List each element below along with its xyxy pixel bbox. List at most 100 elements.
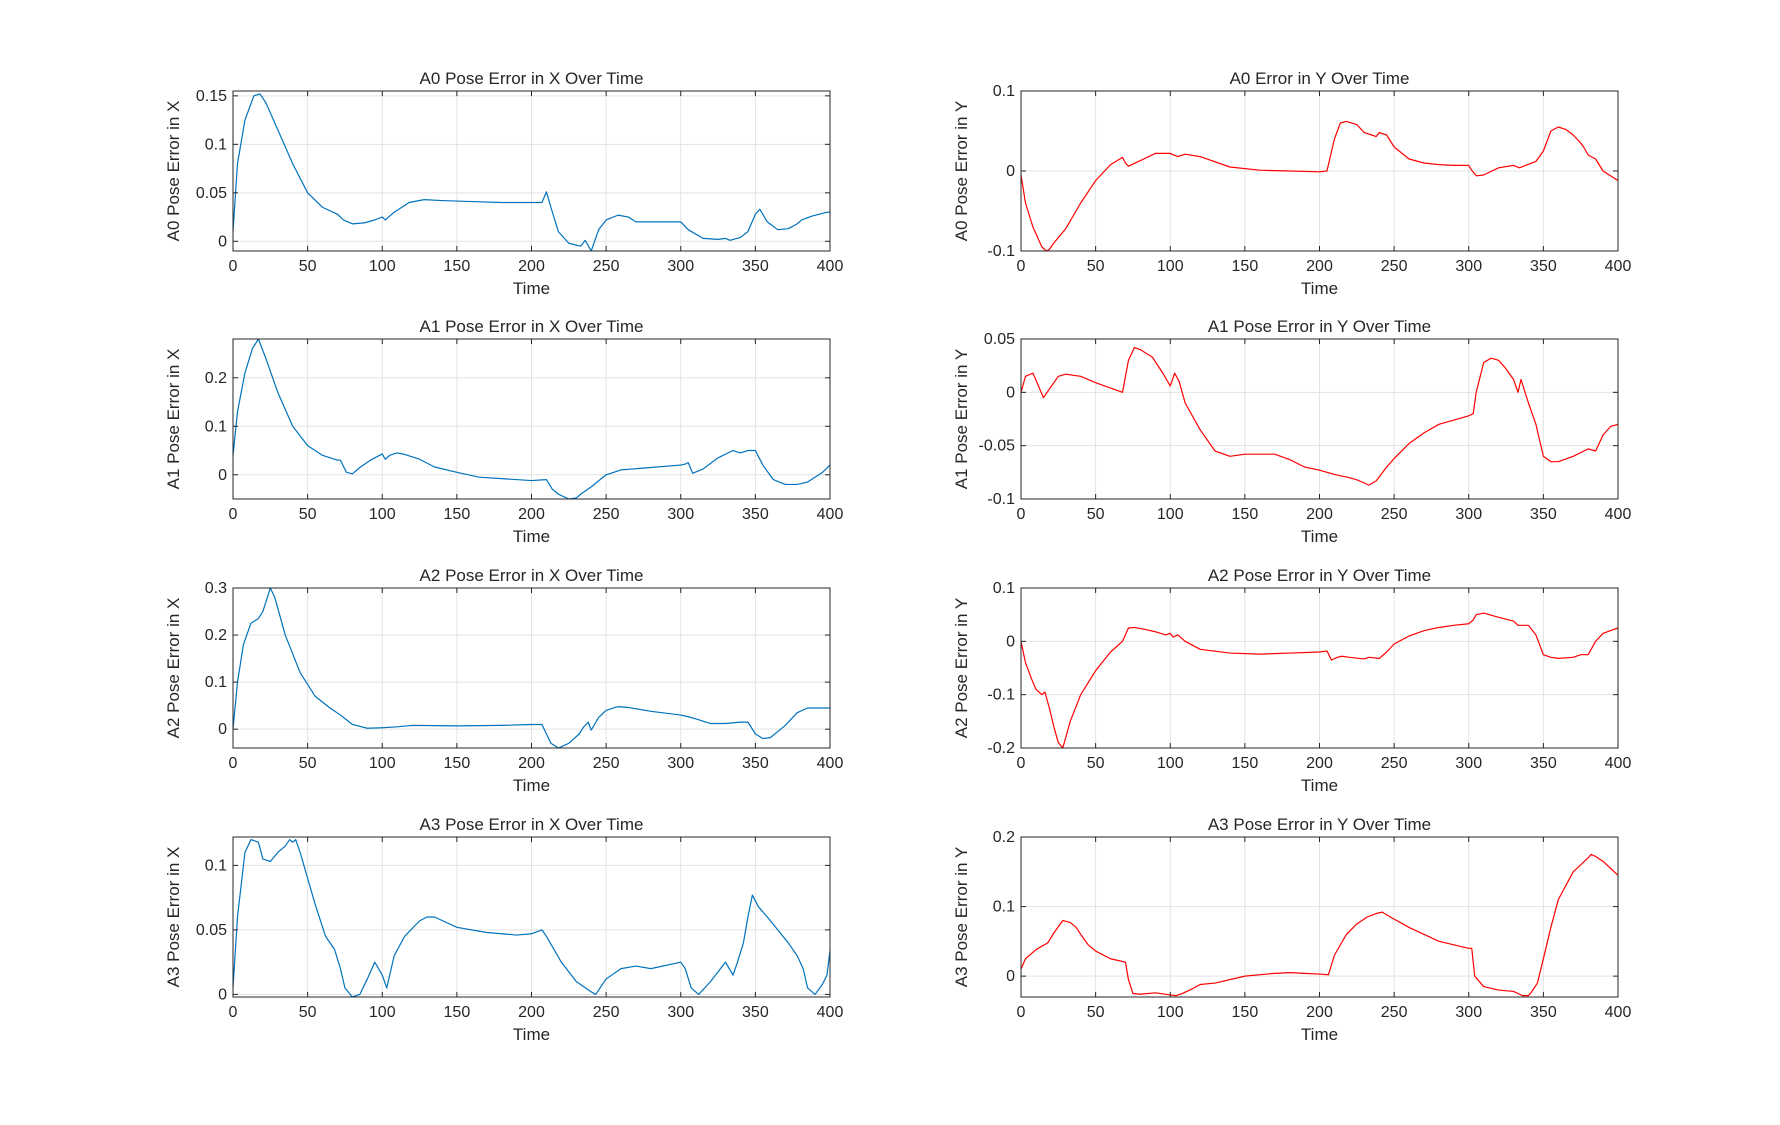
x-tick-label: 0 [1017, 258, 1026, 275]
y-tick-label: 0 [218, 233, 227, 250]
x-axis-label: Time [513, 1025, 550, 1044]
x-tick-label: 300 [1455, 258, 1482, 275]
series-line [1021, 346, 1618, 486]
series-line [233, 339, 830, 499]
x-tick-label: 300 [1455, 1004, 1482, 1021]
x-tick-label: 350 [1530, 1004, 1557, 1021]
x-tick-label: 350 [742, 1004, 769, 1021]
x-tick-label: 150 [444, 506, 471, 523]
x-tick-label: 0 [229, 258, 238, 275]
x-tick-label: 400 [817, 1004, 844, 1021]
y-tick-label: 0 [1006, 384, 1015, 401]
series-line [233, 93, 830, 251]
subplot-8: 0 50 100 150 200 250 300 350 400 0 0.1 0.2 A3 Pose E… [952, 815, 1631, 1044]
y-tick-label: 0 [1006, 163, 1015, 180]
y-tick-label: -0.1 [987, 687, 1015, 704]
subplot-title: A0 Pose Error in X Over Time [420, 69, 644, 88]
subplot-2: 0 50 100 150 200 250 300 350 400-0.100.1A0 Error… [952, 69, 1631, 298]
x-tick-label: 50 [299, 506, 317, 523]
x-tick-label: 250 [1381, 258, 1408, 275]
x-tick-label: 200 [518, 755, 545, 772]
x-tick-label: 400 [1605, 755, 1632, 772]
x-tick-label: 350 [1530, 506, 1557, 523]
y-tick-label: 0.1 [993, 83, 1015, 100]
y-tick-label: -0.1 [987, 243, 1015, 260]
subplot-title: A1 Pose Error in Y Over Time [1208, 317, 1431, 336]
x-axis-label: Time [1301, 527, 1338, 546]
x-tick-label: 150 [1232, 506, 1259, 523]
x-tick-label: 300 [667, 1004, 694, 1021]
subplot-7: 0 50 100 150 200 250 300 350 400 0 0.05 0.1 A3 Pose … [164, 815, 843, 1044]
x-tick-label: 100 [369, 506, 396, 523]
y-tick-label: 0.2 [205, 627, 227, 644]
x-tick-label: 200 [1306, 755, 1333, 772]
y-axis-label: A2 Pose Error in Y [952, 598, 971, 738]
y-tick-label: 0.05 [196, 922, 227, 939]
y-tick-label: 0.05 [196, 185, 227, 202]
y-tick-label: 0.1 [205, 857, 227, 874]
x-tick-label: 400 [817, 506, 844, 523]
x-tick-label: 400 [1605, 506, 1632, 523]
y-tick-label: 0.1 [205, 418, 227, 435]
x-tick-label: 300 [667, 506, 694, 523]
x-axis-label: Time [513, 279, 550, 298]
x-tick-label: 150 [444, 1004, 471, 1021]
subplot-1: 0 50 100 150 200 250 300 350 400 0 0.05 0.1 0.15 A0 P… [164, 69, 843, 298]
subplot-4: 0 50 100 150 200 250 300 350 400 -0.1 -0.05 0 0.05 A1… [952, 317, 1631, 546]
x-tick-label: 50 [1087, 1004, 1105, 1021]
x-axis-label: Time [1301, 776, 1338, 795]
x-tick-label: 200 [518, 506, 545, 523]
x-tick-label: 150 [1232, 258, 1259, 275]
y-tick-label: 0 [1006, 968, 1015, 985]
y-axis-label: A2 Pose Error in X [164, 598, 183, 739]
x-axis-label: Time [513, 776, 550, 795]
x-axis-label: Time [1301, 1025, 1338, 1044]
y-axis-label: A1 Pose Error in Y [952, 349, 971, 489]
x-tick-label: 150 [444, 755, 471, 772]
x-tick-label: 100 [1157, 1004, 1184, 1021]
y-axis-label: A3 Pose Error in Y [952, 847, 971, 987]
x-tick-label: 50 [1087, 755, 1105, 772]
y-tick-label: -0.2 [987, 740, 1015, 757]
subplot-title: A3 Pose Error in X Over Time [420, 815, 644, 834]
x-tick-label: 250 [593, 1004, 620, 1021]
y-tick-label: 0.1 [993, 899, 1015, 916]
x-tick-label: 100 [1157, 506, 1184, 523]
x-tick-label: 150 [444, 258, 471, 275]
x-tick-label: 200 [518, 1004, 545, 1021]
x-tick-label: 200 [1306, 506, 1333, 523]
x-tick-label: 0 [1017, 755, 1026, 772]
x-tick-label: 100 [369, 258, 396, 275]
x-tick-label: 250 [1381, 506, 1408, 523]
x-tick-label: 300 [667, 258, 694, 275]
series-line [1021, 120, 1618, 251]
y-tick-label: 0 [1006, 633, 1015, 650]
subplot-title: A2 Pose Error in X Over Time [420, 566, 644, 585]
x-tick-label: 400 [817, 258, 844, 275]
x-tick-label: 100 [1157, 258, 1184, 275]
y-tick-label: 0.2 [205, 370, 227, 387]
x-tick-label: 400 [1605, 258, 1632, 275]
x-tick-label: 50 [299, 1004, 317, 1021]
x-tick-label: 250 [1381, 1004, 1408, 1021]
x-tick-label: 0 [229, 755, 238, 772]
subplot-title: A2 Pose Error in Y Over Time [1208, 566, 1431, 585]
x-tick-label: 350 [742, 755, 769, 772]
x-tick-label: 50 [299, 755, 317, 772]
x-tick-label: 350 [742, 258, 769, 275]
subplot-6: 0 50 100 150 200 250 300 350 400 -0.2 -0.1 0 0.1 A2 P… [952, 566, 1631, 795]
y-axis-label: A3 Pose Error in X [164, 847, 183, 988]
x-tick-label: 250 [1381, 755, 1408, 772]
series-line [1021, 853, 1618, 997]
y-tick-label: 0 [218, 467, 227, 484]
y-tick-label: 0.15 [196, 88, 227, 105]
x-tick-label: 250 [593, 258, 620, 275]
x-tick-label: 400 [1605, 1004, 1632, 1021]
y-tick-label: -0.1 [987, 491, 1015, 508]
x-tick-label: 50 [299, 258, 317, 275]
x-tick-label: 250 [593, 755, 620, 772]
x-tick-label: 250 [593, 506, 620, 523]
x-tick-label: 350 [742, 506, 769, 523]
x-tick-label: 200 [518, 258, 545, 275]
